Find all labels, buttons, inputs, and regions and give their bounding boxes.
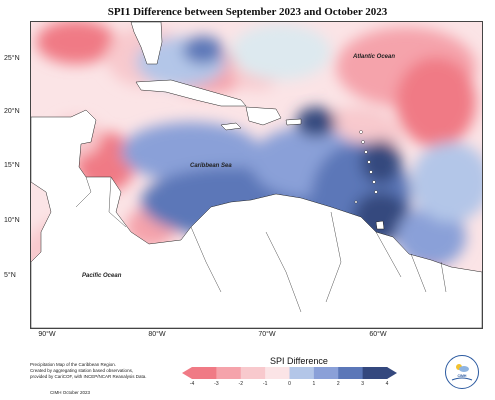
legend-tick-label: -1 bbox=[262, 381, 268, 387]
country-borders bbox=[75, 176, 447, 313]
legend-color-cell bbox=[240, 367, 266, 379]
footnote-line: Precipitation Map of the Caribbean Regio… bbox=[30, 362, 117, 367]
latitude-label: 15°N bbox=[4, 162, 20, 169]
legend-title: SPI Difference bbox=[270, 356, 328, 366]
sun-cloud-icon bbox=[451, 364, 473, 381]
legend-tick-label: 1 bbox=[312, 381, 316, 387]
cimh-logo: CIMH bbox=[445, 355, 479, 389]
legend-tick-label: 4 bbox=[385, 381, 389, 387]
longitude-label: 80°W bbox=[148, 331, 166, 338]
latitude-label: 25°N bbox=[4, 55, 20, 62]
map-footnote: Precipitation Map of the Caribbean Regio… bbox=[30, 362, 150, 380]
legend-arrow-left bbox=[182, 367, 192, 379]
legend-tick-label: -4 bbox=[189, 381, 195, 387]
legend-tick-label: -3 bbox=[214, 381, 219, 387]
legend-arrow-right bbox=[387, 367, 397, 379]
spi-difference-map bbox=[31, 22, 482, 328]
legend-tick-label: 2 bbox=[336, 381, 340, 387]
map-title: SPI1 Difference between September 2023 a… bbox=[107, 6, 388, 18]
latitude-label: 5°N bbox=[4, 272, 16, 279]
legend-color-cell bbox=[265, 367, 290, 379]
footnote-line: provided by CariCOF, with INCEP/NCAR Rea… bbox=[30, 374, 147, 379]
legend-color-cell bbox=[338, 367, 364, 379]
legend-color-cell bbox=[313, 367, 339, 379]
longitude-label: 90°W bbox=[38, 331, 56, 338]
legend-color-cell bbox=[362, 367, 388, 379]
spi-color-field bbox=[31, 22, 482, 328]
legend-tick-label: -2 bbox=[238, 381, 243, 387]
caribbean-sea-label: Caribbean Sea bbox=[190, 163, 232, 169]
legend-colorbar bbox=[182, 367, 397, 379]
legend-color-cell bbox=[289, 367, 315, 379]
legend-color-cell bbox=[192, 367, 217, 379]
legend-tick-label: 0 bbox=[288, 381, 291, 387]
latitude-label: 20°N bbox=[4, 108, 20, 115]
map-frame bbox=[30, 21, 483, 329]
pacific-ocean-label: Pacific Ocean bbox=[82, 273, 122, 279]
atlantic-ocean-label: Atlantic Ocean bbox=[353, 54, 396, 60]
latitude-label: 10°N bbox=[4, 217, 20, 224]
legend-color-cell bbox=[216, 367, 242, 379]
land-masses bbox=[31, 22, 482, 328]
legend-tick-label: 3 bbox=[361, 381, 365, 387]
lesser-antilles bbox=[354, 130, 378, 204]
credit-text: CIMH October 2023 bbox=[50, 390, 91, 395]
footnote-line: Created by aggregating station based obs… bbox=[30, 368, 134, 373]
logo-text: CIMH bbox=[457, 374, 467, 378]
longitude-label: 60°W bbox=[369, 331, 387, 338]
longitude-label: 70°W bbox=[258, 331, 276, 338]
